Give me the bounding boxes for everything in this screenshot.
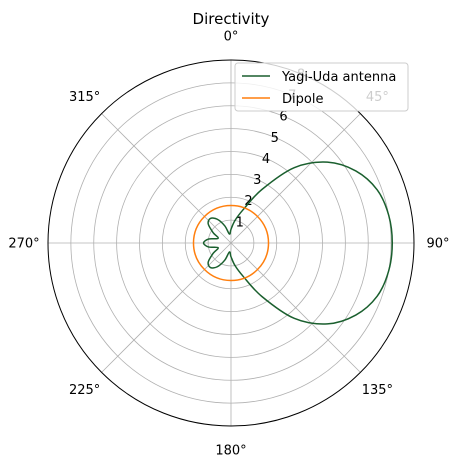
angle-tick-label-4: 180° xyxy=(215,444,246,459)
angle-tick-label-2: 90° xyxy=(426,237,449,252)
angle-tick-label-3: 135° xyxy=(362,383,393,398)
chart-title: Directivity xyxy=(193,10,270,28)
angle-tick-label-0: 0° xyxy=(224,30,239,45)
radial-tick-label-4: 5 xyxy=(271,131,279,146)
series-line-dipole xyxy=(192,204,270,282)
legend-label-yagi: Yagi-Uda antenna xyxy=(281,70,396,85)
legend: Yagi-Uda antenna Dipole xyxy=(234,62,409,112)
angular-gridline-3 xyxy=(230,242,361,373)
angular-grid xyxy=(48,60,414,426)
legend-label-dipole: Dipole xyxy=(282,92,323,107)
angle-tick-label-6: 270° xyxy=(8,237,39,252)
radial-tick-label-2: 3 xyxy=(253,173,261,188)
series-line-yagi xyxy=(202,161,394,325)
radial-tick-label-3: 4 xyxy=(262,152,270,167)
angular-gridline-7 xyxy=(101,113,232,244)
legend-frame xyxy=(234,62,409,112)
angular-gridline-1 xyxy=(230,113,361,244)
angle-tick-label-5: 225° xyxy=(69,383,100,398)
series-layer xyxy=(192,161,394,325)
angle-tick-label-7: 315° xyxy=(69,90,100,105)
angular-gridline-5 xyxy=(101,242,232,373)
polar-frame xyxy=(47,59,415,427)
radial-tick-label-0: 1 xyxy=(236,215,244,230)
radial-tick-label-5: 6 xyxy=(279,110,287,125)
radial-tick-label-1: 2 xyxy=(244,194,252,209)
